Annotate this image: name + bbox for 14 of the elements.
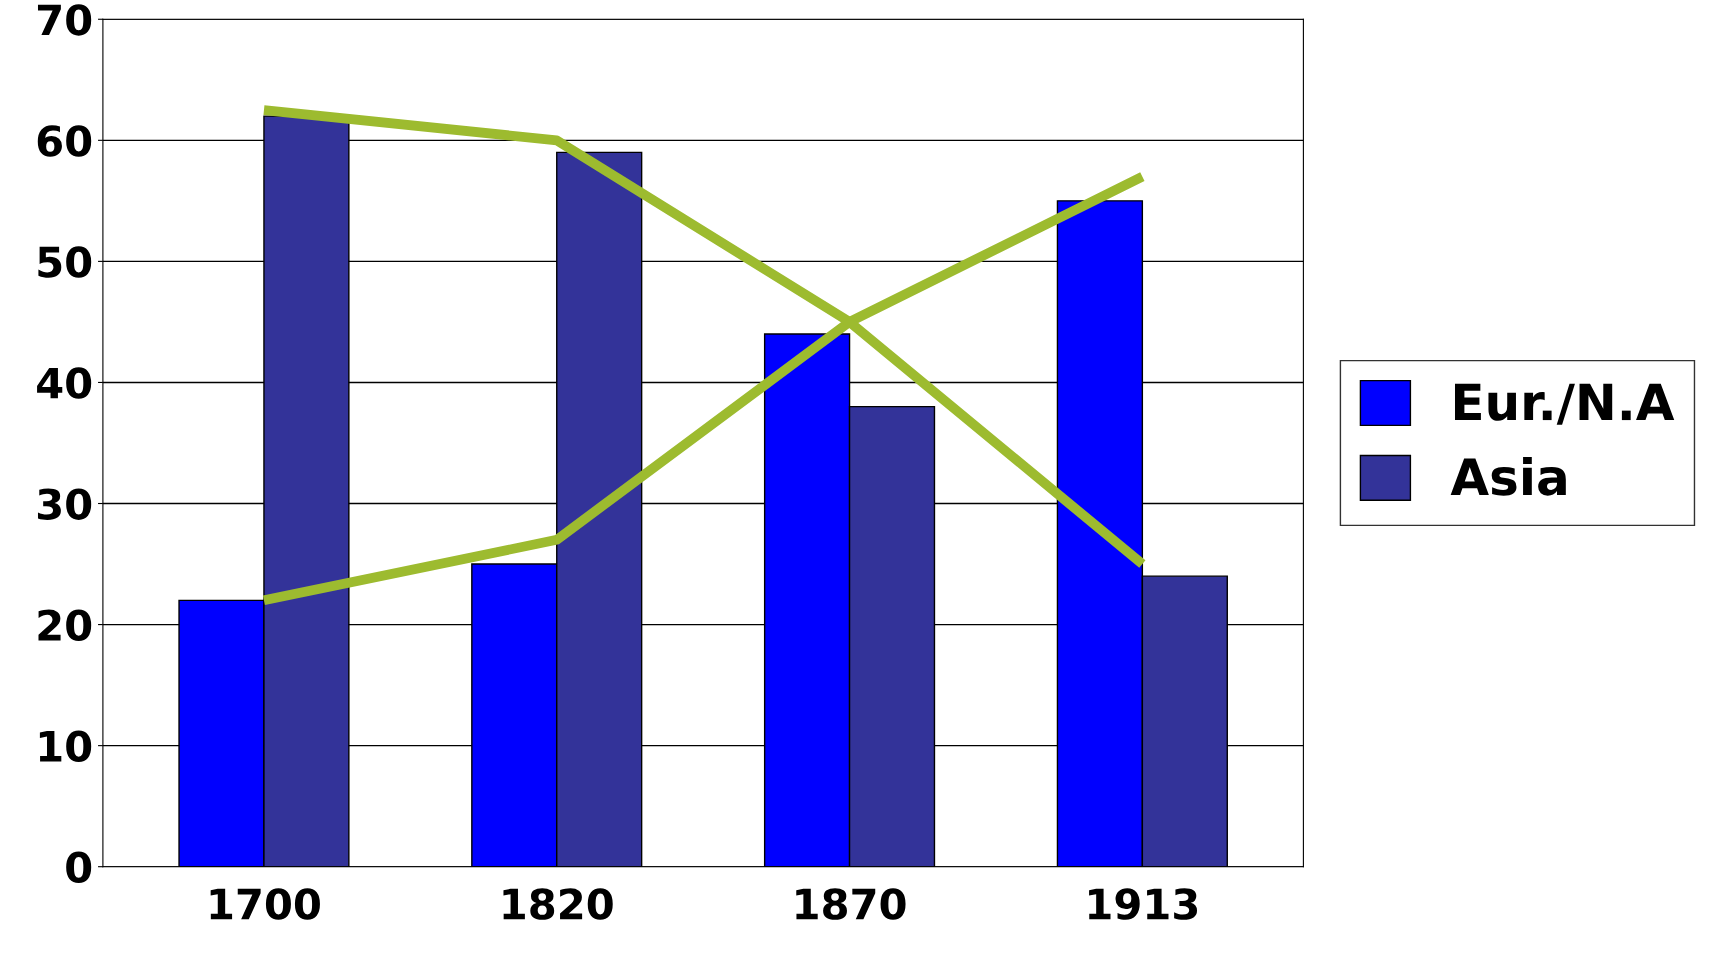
y-tick-label: 60 (37, 125, 92, 157)
y-tick-label: 50 (38, 246, 92, 278)
legend-label: Asia (1450, 456, 1566, 496)
y-tick-label: 70 (37, 4, 92, 36)
y-tick-label: 20 (38, 609, 92, 641)
y-tick-label: 0 (66, 851, 92, 884)
x-tick-label: 1820 (503, 888, 613, 920)
x-tick-label: 1870 (796, 888, 906, 920)
y-tick-label: 40 (37, 367, 92, 399)
x-tick-label: 1700 (210, 888, 320, 920)
legend-label: Eur./N.A (1455, 383, 1675, 425)
y-tick-label: 10 (39, 730, 92, 763)
y-tick-label: 30 (37, 488, 92, 520)
x-tick-label: 1913 (1089, 888, 1198, 920)
